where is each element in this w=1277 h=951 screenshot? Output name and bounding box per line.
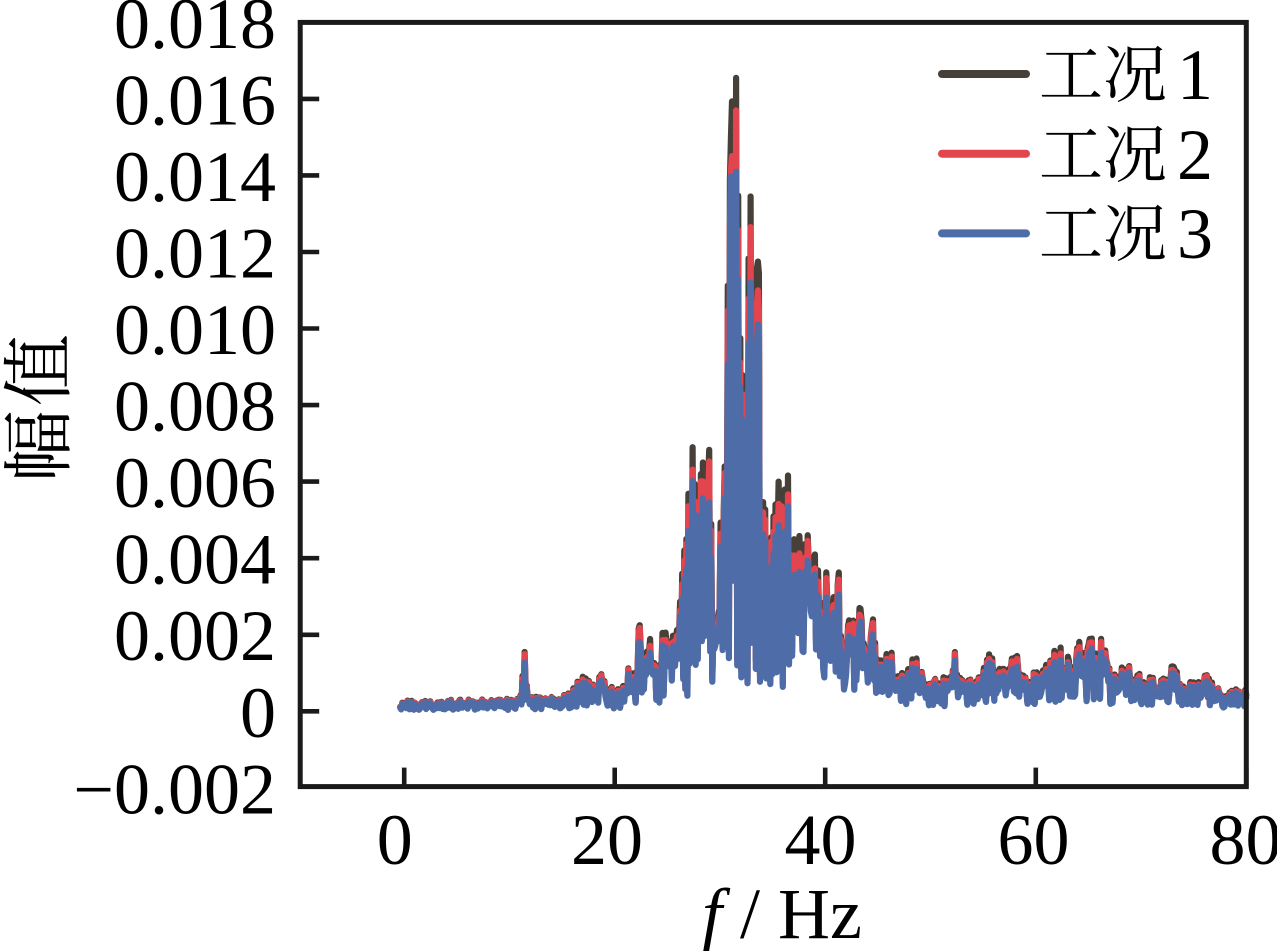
svg-text:3: 3 [1177,194,1213,274]
svg-text:0: 0 [377,800,413,880]
svg-text:0.010: 0.010 [114,290,276,370]
svg-text:0.008: 0.008 [114,367,276,447]
svg-text:80: 80 [1210,800,1277,880]
svg-text:0.012: 0.012 [114,214,276,294]
svg-text:60: 60 [998,800,1070,880]
svg-text:20: 20 [571,800,643,880]
svg-text:0: 0 [240,673,276,753]
svg-text:0.018: 0.018 [114,0,276,64]
svg-text:40: 40 [785,800,857,880]
svg-text:0.006: 0.006 [114,443,276,523]
svg-text:0.016: 0.016 [114,60,276,140]
svg-text:0.002: 0.002 [114,596,276,676]
svg-text:−0.002: −0.002 [73,749,276,829]
svg-text:0.004: 0.004 [114,520,276,600]
svg-text:1: 1 [1177,35,1213,115]
svg-text:2: 2 [1177,115,1213,195]
svg-text:f / Hz: f / Hz [702,874,862,951]
svg-text:0.014: 0.014 [114,137,276,217]
